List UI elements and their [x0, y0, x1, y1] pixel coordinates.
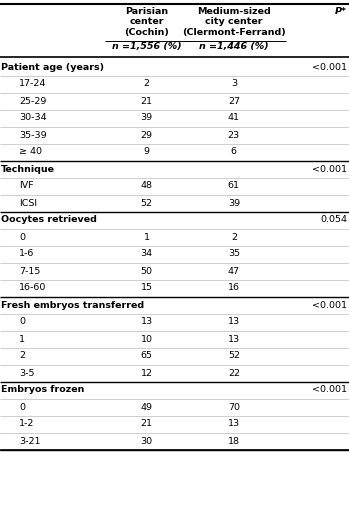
Text: ICSI: ICSI: [19, 199, 37, 207]
Text: 35: 35: [228, 250, 240, 258]
Text: 23: 23: [228, 130, 240, 140]
Text: Embryos frozen: Embryos frozen: [1, 386, 84, 394]
Text: 0: 0: [19, 233, 25, 241]
Text: 13: 13: [228, 334, 240, 343]
Text: <0.001: <0.001: [312, 164, 347, 174]
Text: center: center: [129, 18, 164, 26]
Text: 30: 30: [141, 436, 153, 446]
Text: 13: 13: [228, 317, 240, 327]
Text: 17-24: 17-24: [19, 80, 46, 88]
Text: <0.001: <0.001: [312, 386, 347, 394]
Text: 21: 21: [141, 419, 153, 429]
Text: 39: 39: [228, 199, 240, 207]
Text: 7-15: 7-15: [19, 266, 40, 276]
Text: 27: 27: [228, 97, 240, 105]
Text: 25-29: 25-29: [19, 97, 46, 105]
Text: Technique: Technique: [1, 164, 55, 174]
Text: 0.054: 0.054: [320, 216, 347, 224]
Text: 50: 50: [141, 266, 153, 276]
Text: 18: 18: [228, 436, 240, 446]
Text: ≥ 40: ≥ 40: [19, 147, 42, 157]
Text: 48: 48: [141, 181, 153, 190]
Text: n =1,556 (%): n =1,556 (%): [112, 42, 181, 52]
Text: (Clermont-Ferrand): (Clermont-Ferrand): [182, 28, 286, 37]
Text: 30-34: 30-34: [19, 114, 47, 123]
Text: n =1,446 (%): n =1,446 (%): [199, 42, 269, 52]
Text: 2: 2: [19, 352, 25, 360]
Text: 16-60: 16-60: [19, 283, 46, 293]
Text: 39: 39: [141, 114, 153, 123]
Text: 12: 12: [141, 369, 153, 377]
Text: 41: 41: [228, 114, 240, 123]
Text: 1: 1: [19, 334, 25, 343]
Text: IVF: IVF: [19, 181, 34, 190]
Text: 61: 61: [228, 181, 240, 190]
Text: Medium-sized: Medium-sized: [197, 7, 271, 16]
Text: 21: 21: [141, 97, 153, 105]
Text: 0: 0: [19, 403, 25, 412]
Text: city center: city center: [205, 18, 262, 26]
Text: 49: 49: [141, 403, 153, 412]
Text: 10: 10: [141, 334, 153, 343]
Text: 0: 0: [19, 317, 25, 327]
Text: 6: 6: [231, 147, 237, 157]
Text: 52: 52: [141, 199, 153, 207]
Text: 2: 2: [231, 233, 237, 241]
Text: 70: 70: [228, 403, 240, 412]
Text: 34: 34: [141, 250, 153, 258]
Text: 16: 16: [228, 283, 240, 293]
Text: 65: 65: [141, 352, 153, 360]
Text: 47: 47: [228, 266, 240, 276]
Text: 29: 29: [141, 130, 153, 140]
Text: 2: 2: [143, 80, 150, 88]
Text: 13: 13: [141, 317, 153, 327]
Text: 3: 3: [231, 80, 237, 88]
Text: <0.001: <0.001: [312, 300, 347, 310]
Text: 1-6: 1-6: [19, 250, 35, 258]
Text: 9: 9: [143, 147, 150, 157]
Text: 15: 15: [141, 283, 153, 293]
Text: 35-39: 35-39: [19, 130, 47, 140]
Text: Oocytes retrieved: Oocytes retrieved: [1, 216, 97, 224]
Text: 1-2: 1-2: [19, 419, 35, 429]
Text: Patient age (years): Patient age (years): [1, 63, 104, 71]
Text: 52: 52: [228, 352, 240, 360]
Text: 1: 1: [143, 233, 150, 241]
Text: <0.001: <0.001: [312, 63, 347, 71]
Text: 3-5: 3-5: [19, 369, 35, 377]
Text: 22: 22: [228, 369, 240, 377]
Text: P*: P*: [335, 7, 347, 16]
Text: 3-21: 3-21: [19, 436, 41, 446]
Text: 13: 13: [228, 419, 240, 429]
Text: Fresh embryos transferred: Fresh embryos transferred: [1, 300, 144, 310]
Text: (Cochin): (Cochin): [124, 28, 169, 37]
Text: Parisian: Parisian: [125, 7, 168, 16]
